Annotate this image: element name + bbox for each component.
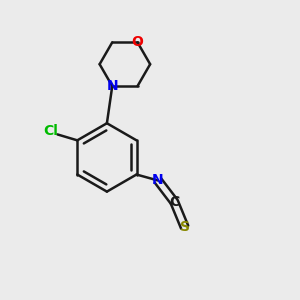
Text: N: N: [106, 79, 118, 93]
Text: C: C: [169, 195, 179, 209]
Text: S: S: [180, 220, 190, 234]
Text: Cl: Cl: [43, 124, 58, 138]
Text: N: N: [152, 173, 164, 188]
Text: O: O: [132, 35, 143, 49]
